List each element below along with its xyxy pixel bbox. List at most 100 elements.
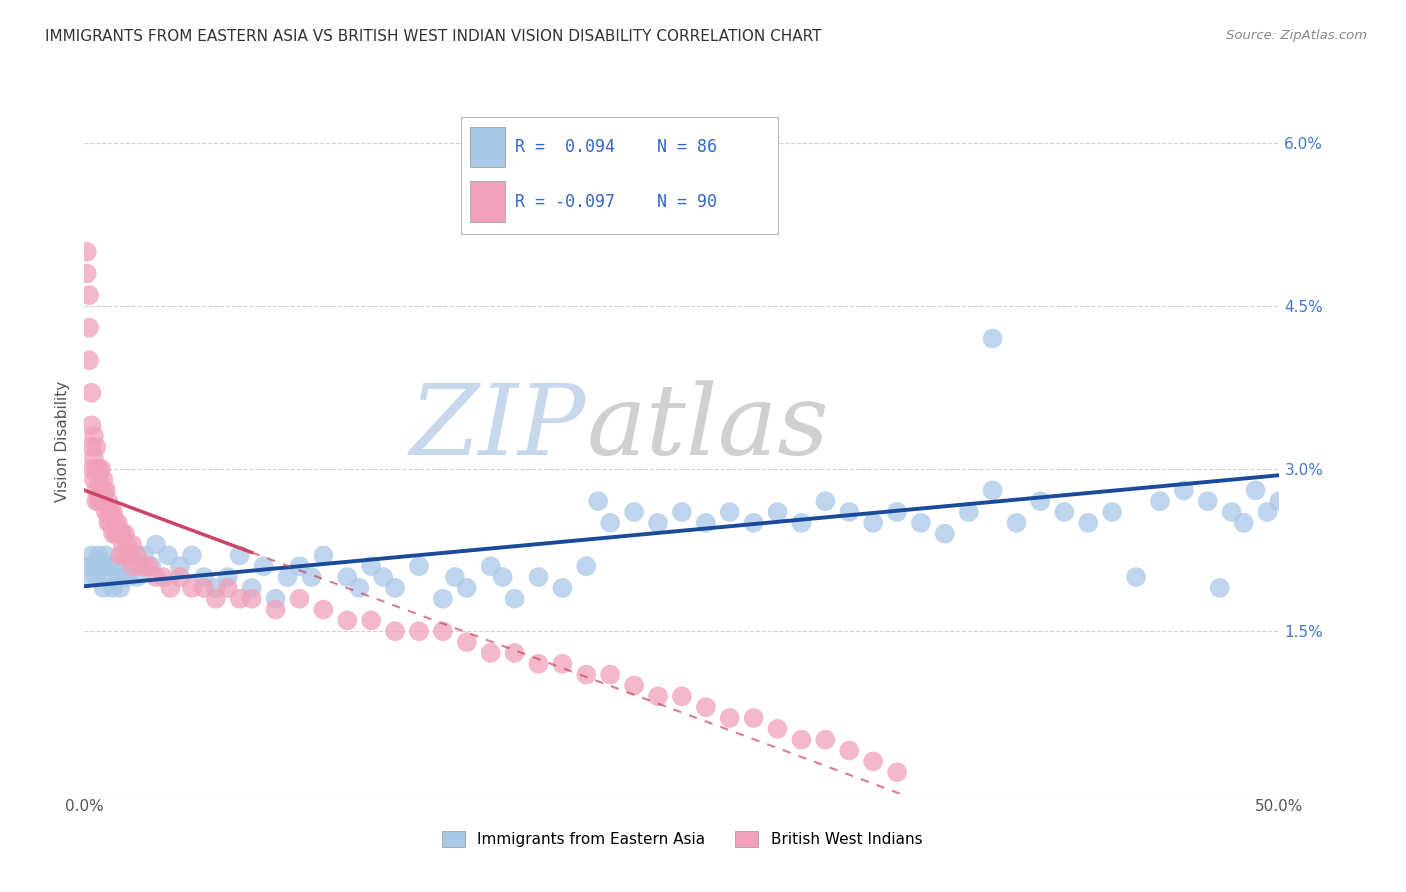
Point bbox=[229, 549, 252, 563]
Point bbox=[94, 483, 117, 498]
Point bbox=[1125, 570, 1147, 584]
Point bbox=[86, 440, 108, 454]
Point bbox=[288, 559, 311, 574]
Point bbox=[1197, 494, 1219, 508]
Point bbox=[575, 667, 598, 681]
Point bbox=[107, 526, 129, 541]
Point bbox=[408, 624, 430, 639]
Point bbox=[766, 722, 789, 736]
Text: Source: ZipAtlas.com: Source: ZipAtlas.com bbox=[1226, 29, 1367, 42]
Point bbox=[264, 591, 287, 606]
Point bbox=[94, 549, 117, 563]
Point bbox=[86, 570, 108, 584]
Point bbox=[647, 690, 669, 704]
Point bbox=[229, 591, 252, 606]
Point bbox=[742, 516, 765, 530]
Point bbox=[117, 549, 139, 563]
Point bbox=[110, 549, 132, 563]
Point bbox=[86, 494, 108, 508]
Point bbox=[111, 559, 134, 574]
Point bbox=[193, 570, 215, 584]
Point bbox=[253, 559, 276, 574]
Point bbox=[790, 516, 813, 530]
Legend: Immigrants from Eastern Asia, British West Indians: Immigrants from Eastern Asia, British We… bbox=[436, 825, 928, 853]
Point bbox=[527, 657, 550, 671]
Point bbox=[132, 559, 156, 574]
Point bbox=[110, 526, 132, 541]
Point bbox=[76, 267, 98, 281]
Point bbox=[80, 549, 103, 563]
Point bbox=[277, 570, 299, 584]
Point bbox=[862, 755, 884, 769]
Point bbox=[169, 559, 191, 574]
Point bbox=[90, 483, 112, 498]
Point bbox=[111, 537, 134, 551]
Point bbox=[141, 559, 163, 574]
Point bbox=[181, 581, 204, 595]
Point bbox=[93, 494, 115, 508]
Point bbox=[1209, 581, 1232, 595]
Point bbox=[623, 505, 645, 519]
Point bbox=[77, 353, 100, 368]
Point bbox=[336, 614, 359, 628]
Point bbox=[138, 559, 160, 574]
Point bbox=[288, 591, 311, 606]
Point bbox=[90, 494, 112, 508]
Point bbox=[790, 732, 813, 747]
Point bbox=[80, 385, 103, 400]
Point bbox=[104, 526, 127, 541]
Text: IMMIGRANTS FROM EASTERN ASIA VS BRITISH WEST INDIAN VISION DISABILITY CORRELATIO: IMMIGRANTS FROM EASTERN ASIA VS BRITISH … bbox=[45, 29, 821, 44]
Point bbox=[814, 732, 837, 747]
Point bbox=[886, 505, 908, 519]
Point bbox=[101, 581, 124, 595]
Point bbox=[86, 483, 108, 498]
Point bbox=[1173, 483, 1195, 498]
Point bbox=[94, 505, 117, 519]
Point bbox=[718, 505, 741, 519]
Point bbox=[336, 570, 359, 584]
Point bbox=[76, 244, 98, 259]
Point bbox=[101, 526, 124, 541]
Point bbox=[217, 581, 239, 595]
Point bbox=[117, 537, 139, 551]
Point bbox=[1149, 494, 1171, 508]
Point bbox=[957, 505, 980, 519]
Point bbox=[107, 516, 129, 530]
Point bbox=[384, 624, 406, 639]
Point bbox=[360, 614, 382, 628]
Point bbox=[87, 461, 110, 475]
Point bbox=[121, 549, 143, 563]
Point bbox=[1244, 483, 1267, 498]
Point bbox=[114, 549, 136, 563]
Point bbox=[169, 570, 191, 584]
Point bbox=[83, 429, 105, 443]
Point bbox=[145, 570, 167, 584]
Point bbox=[80, 570, 103, 584]
Point bbox=[90, 559, 112, 574]
Point bbox=[87, 473, 110, 487]
Point bbox=[240, 581, 263, 595]
Point bbox=[432, 591, 454, 606]
Point bbox=[456, 581, 478, 595]
Point bbox=[301, 570, 323, 584]
Point bbox=[1268, 494, 1291, 508]
Point bbox=[125, 549, 148, 563]
Point bbox=[479, 559, 502, 574]
Point bbox=[128, 559, 150, 574]
Point bbox=[80, 440, 103, 454]
Point bbox=[312, 602, 335, 616]
Text: ZIP: ZIP bbox=[411, 380, 586, 475]
Point bbox=[100, 505, 122, 519]
Point bbox=[503, 646, 526, 660]
Point bbox=[349, 581, 371, 595]
Point bbox=[205, 581, 228, 595]
Point bbox=[104, 516, 127, 530]
Point bbox=[910, 516, 932, 530]
Point bbox=[838, 743, 860, 757]
Point bbox=[1101, 505, 1123, 519]
Point bbox=[312, 549, 335, 563]
Point bbox=[121, 537, 143, 551]
Point bbox=[157, 549, 180, 563]
Text: atlas: atlas bbox=[586, 380, 830, 475]
Point bbox=[80, 461, 103, 475]
